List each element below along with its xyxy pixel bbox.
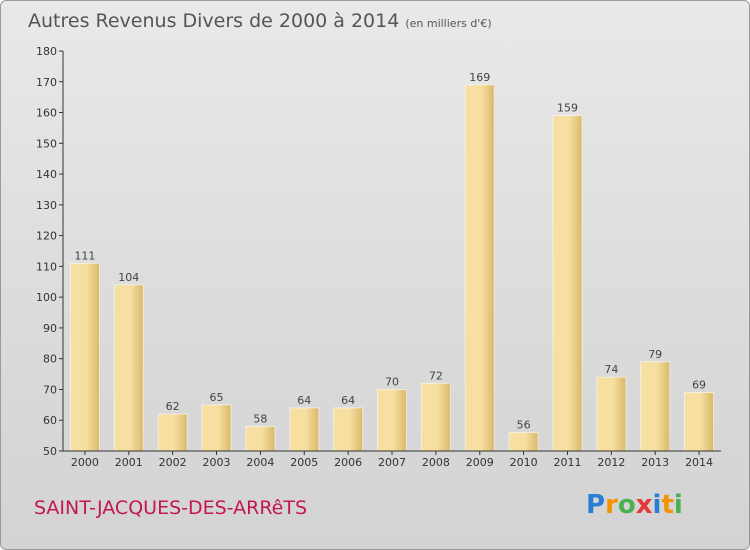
y-tick-label-150: 150 [36,137,57,150]
title-text: Autres Revenus Divers de 2000 à 2014 [28,10,400,32]
y-tick-label-50: 50 [43,445,57,458]
data-label-2003: 65 [210,391,224,404]
data-label-2007: 70 [385,375,399,388]
bar-2005 [289,407,320,452]
bar-2000 [69,262,100,452]
y-tick-label-100: 100 [36,291,57,304]
data-label-2008: 72 [429,369,443,382]
data-label-2014: 69 [692,379,706,392]
data-label-2002: 62 [166,400,180,413]
logo-letter: o [617,490,636,520]
x-tick-label-2003: 2003 [203,456,231,469]
bar-2006 [333,407,364,452]
y-tick-label-80: 80 [43,353,57,366]
data-label-2000: 111 [74,249,95,262]
y-tick-label-60: 60 [43,414,57,427]
data-labels: 111 104 62 65 58 64 64 70 72 169 56 159 74 79 69 [74,71,706,432]
x-tick-label-2000: 2000 [71,456,99,469]
x-tick-label-2010: 2010 [510,456,538,469]
y-tick-label-170: 170 [36,76,57,89]
logo-letter: i [652,490,662,520]
bar-2001 [113,284,144,452]
bar-2010 [508,432,539,452]
x-tick-label-2002: 2002 [159,456,187,469]
chart-title: Autres Revenus Divers de 2000 à 2014 (en … [28,10,492,32]
bar-2014 [684,392,715,452]
y-tick-label-70: 70 [43,383,57,396]
proxiti-logo: Proxiti [586,490,683,520]
y-tick-label-160: 160 [36,107,57,120]
bar-2012 [596,376,627,452]
x-tick-label-2005: 2005 [290,456,318,469]
data-label-2006: 64 [341,394,355,407]
bar-2004 [245,425,276,452]
bar-2003 [201,404,232,452]
title-unit: (en milliers d'€) [405,17,492,30]
bar-2008 [420,382,451,452]
x-tick-label-2012: 2012 [597,456,625,469]
x-tick-label-2007: 2007 [378,456,406,469]
x-tick-label-2006: 2006 [334,456,362,469]
bar-2002 [157,413,188,452]
logo-letter: P [586,490,606,520]
x-tick-label-2001: 2001 [115,456,143,469]
y-tick-label-130: 130 [36,199,57,212]
logo-letter: t [661,490,674,520]
logo-letter: x [635,490,653,520]
y-tick-label-180: 180 [36,45,57,58]
logo-letter: i [673,490,683,520]
data-label-2013: 79 [648,348,662,361]
data-label-2001: 104 [118,271,139,284]
bars-group [69,84,715,452]
data-label-2011: 159 [557,102,578,115]
x-tick-label-2008: 2008 [422,456,450,469]
bar-2011 [552,115,583,452]
y-axis: 50 60 70 80 90 100 110 120 130 140 150 160 170 180 [36,45,64,458]
y-tick-label-120: 120 [36,230,57,243]
data-label-2005: 64 [297,394,311,407]
y-tick-label-90: 90 [43,322,57,335]
commune-name: SAINT-JACQUES-DES-ARRêTS [34,497,308,519]
y-tick-label-110: 110 [36,260,57,273]
y-tick-label-140: 140 [36,168,57,181]
x-axis: 2000 2001 2002 2003 2004 2005 2006 2007 2008 2009… [63,450,721,469]
data-label-2004: 58 [253,412,267,425]
logo-letter: r [605,490,618,520]
bar-2007 [377,388,407,452]
x-tick-label-2011: 2011 [553,456,581,469]
bar-2009 [464,84,495,452]
x-tick-label-2004: 2004 [246,456,274,469]
x-tick-label-2013: 2013 [641,456,669,469]
data-label-2012: 74 [604,363,618,376]
bar-2013 [640,361,671,452]
data-label-2009: 169 [469,71,490,84]
x-tick-label-2014: 2014 [685,456,713,469]
data-label-2010: 56 [517,419,531,432]
x-tick-label-2009: 2009 [466,456,494,469]
